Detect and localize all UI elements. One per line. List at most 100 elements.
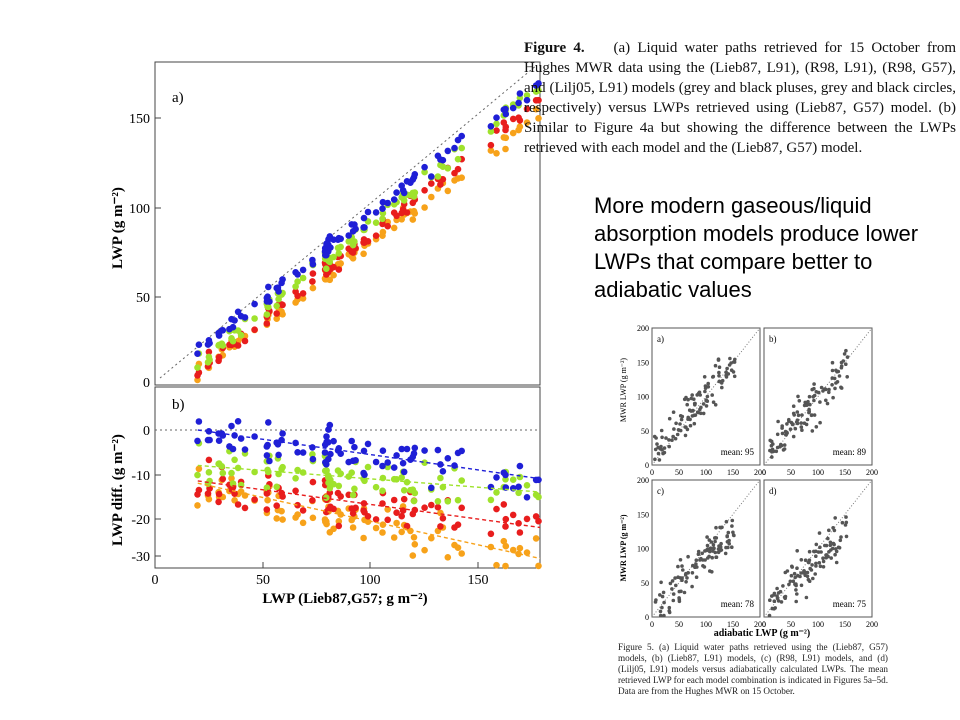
lwp-point bbox=[670, 579, 675, 583]
lwp-diff-point bbox=[352, 457, 359, 464]
lwp-point bbox=[349, 241, 357, 249]
lwp-point bbox=[379, 228, 387, 236]
lwp-point bbox=[693, 413, 698, 417]
lwp-point bbox=[817, 561, 822, 565]
lwp-diff-point bbox=[194, 491, 201, 498]
lwp-point bbox=[791, 411, 796, 416]
lwp-point bbox=[509, 115, 517, 123]
lwp-point bbox=[806, 577, 811, 582]
lwp-diff-point bbox=[299, 449, 307, 456]
lwp-point bbox=[825, 401, 830, 406]
tick-label: 0 bbox=[645, 613, 649, 622]
lwp-point bbox=[656, 451, 661, 456]
lwp-point bbox=[682, 590, 687, 595]
lwp-diff-point bbox=[516, 462, 524, 470]
lwp-point bbox=[275, 295, 282, 303]
lwp-point bbox=[263, 311, 271, 318]
lwp-point bbox=[662, 613, 666, 618]
lwp-point bbox=[787, 417, 791, 422]
figure-5-caption: Figure 5. (a) Liquid water paths retriev… bbox=[618, 642, 888, 696]
lwp-point bbox=[776, 419, 780, 424]
tick-label: 50 bbox=[256, 573, 270, 588]
lwp-point bbox=[710, 555, 714, 560]
lwp-diff-point bbox=[502, 562, 509, 570]
lwp-point bbox=[808, 402, 812, 407]
lwp-point bbox=[696, 410, 701, 415]
lwp-point bbox=[667, 438, 671, 442]
lwp-diff-point bbox=[434, 498, 442, 505]
lwp-point bbox=[711, 549, 715, 553]
lwp-point bbox=[838, 538, 843, 543]
lwp-point bbox=[708, 549, 712, 554]
lwp-diff-point bbox=[509, 511, 517, 519]
lwp-point bbox=[299, 274, 307, 282]
lwp-diff-point bbox=[292, 475, 299, 482]
lwp-point bbox=[845, 355, 850, 359]
lwp-point bbox=[384, 222, 392, 230]
lwp-diff-point bbox=[195, 465, 203, 473]
lwp-point bbox=[830, 360, 835, 365]
lwp-point bbox=[724, 519, 729, 524]
lwp-point bbox=[360, 236, 368, 243]
lwp-point bbox=[205, 348, 213, 356]
lwp-point bbox=[844, 534, 849, 539]
lwp-diff-point bbox=[321, 467, 329, 475]
lwp-point bbox=[502, 145, 509, 153]
lwp-point bbox=[718, 525, 722, 530]
lwp-diff-point bbox=[523, 482, 531, 489]
lwp-point bbox=[403, 178, 411, 185]
lwp-point bbox=[834, 547, 838, 551]
lwp-diff-point bbox=[458, 504, 466, 512]
lwp-point bbox=[714, 525, 718, 530]
lwp-point bbox=[725, 366, 729, 371]
tick-label: 150 bbox=[637, 358, 649, 367]
lwp-diff-point bbox=[515, 483, 522, 491]
tick-label: 0 bbox=[143, 424, 150, 439]
lwp-point bbox=[769, 439, 774, 444]
lwp-point bbox=[523, 96, 531, 104]
lwp-point bbox=[693, 565, 697, 569]
lwp-point bbox=[837, 374, 842, 378]
lwp-point bbox=[360, 224, 367, 231]
tick-label: 50 bbox=[787, 468, 795, 477]
panel-b-y-axis-label: LWP diff. (g m⁻²) bbox=[110, 434, 126, 546]
lwp-point bbox=[667, 444, 671, 449]
lwp-point bbox=[804, 595, 809, 600]
lwp-point bbox=[730, 524, 734, 528]
lwp-diff-point bbox=[379, 487, 386, 495]
lwp-point bbox=[713, 403, 718, 407]
lwp-point bbox=[845, 375, 849, 379]
lwp-diff-point bbox=[487, 530, 495, 538]
tick-label: 50 bbox=[675, 468, 683, 477]
lwp-diff-point bbox=[535, 517, 542, 525]
lwp-diff-point bbox=[502, 471, 509, 479]
lwp-point bbox=[723, 551, 728, 556]
lwp-diff-point bbox=[321, 449, 329, 456]
lwp-point bbox=[660, 435, 664, 440]
lwp-point bbox=[713, 363, 718, 368]
lwp-point bbox=[818, 564, 823, 569]
lwp-point bbox=[345, 245, 353, 252]
lwp-point bbox=[787, 582, 791, 587]
lwp-point bbox=[194, 372, 201, 379]
lwp-point bbox=[844, 362, 848, 366]
lwp-point bbox=[428, 173, 435, 180]
lwp-diff-point bbox=[309, 451, 316, 458]
lwp-diff-point bbox=[364, 440, 372, 448]
lwp-point bbox=[683, 433, 688, 438]
lwp-point bbox=[694, 575, 699, 579]
lwp-point bbox=[833, 516, 837, 520]
lwp-point bbox=[700, 551, 704, 556]
lwp-diff-point bbox=[398, 445, 406, 453]
lwp-point bbox=[678, 422, 682, 426]
lwp-point bbox=[785, 422, 789, 426]
lwp-diff-point bbox=[309, 497, 316, 504]
lwp-point bbox=[844, 348, 848, 353]
lwp-diff-point bbox=[403, 445, 411, 453]
lwp-point bbox=[802, 421, 807, 425]
lwp-point bbox=[791, 434, 796, 439]
lwp-point bbox=[409, 216, 417, 223]
lwp-point bbox=[673, 436, 678, 441]
lwp-point bbox=[393, 189, 400, 196]
lwp-point bbox=[705, 543, 710, 548]
